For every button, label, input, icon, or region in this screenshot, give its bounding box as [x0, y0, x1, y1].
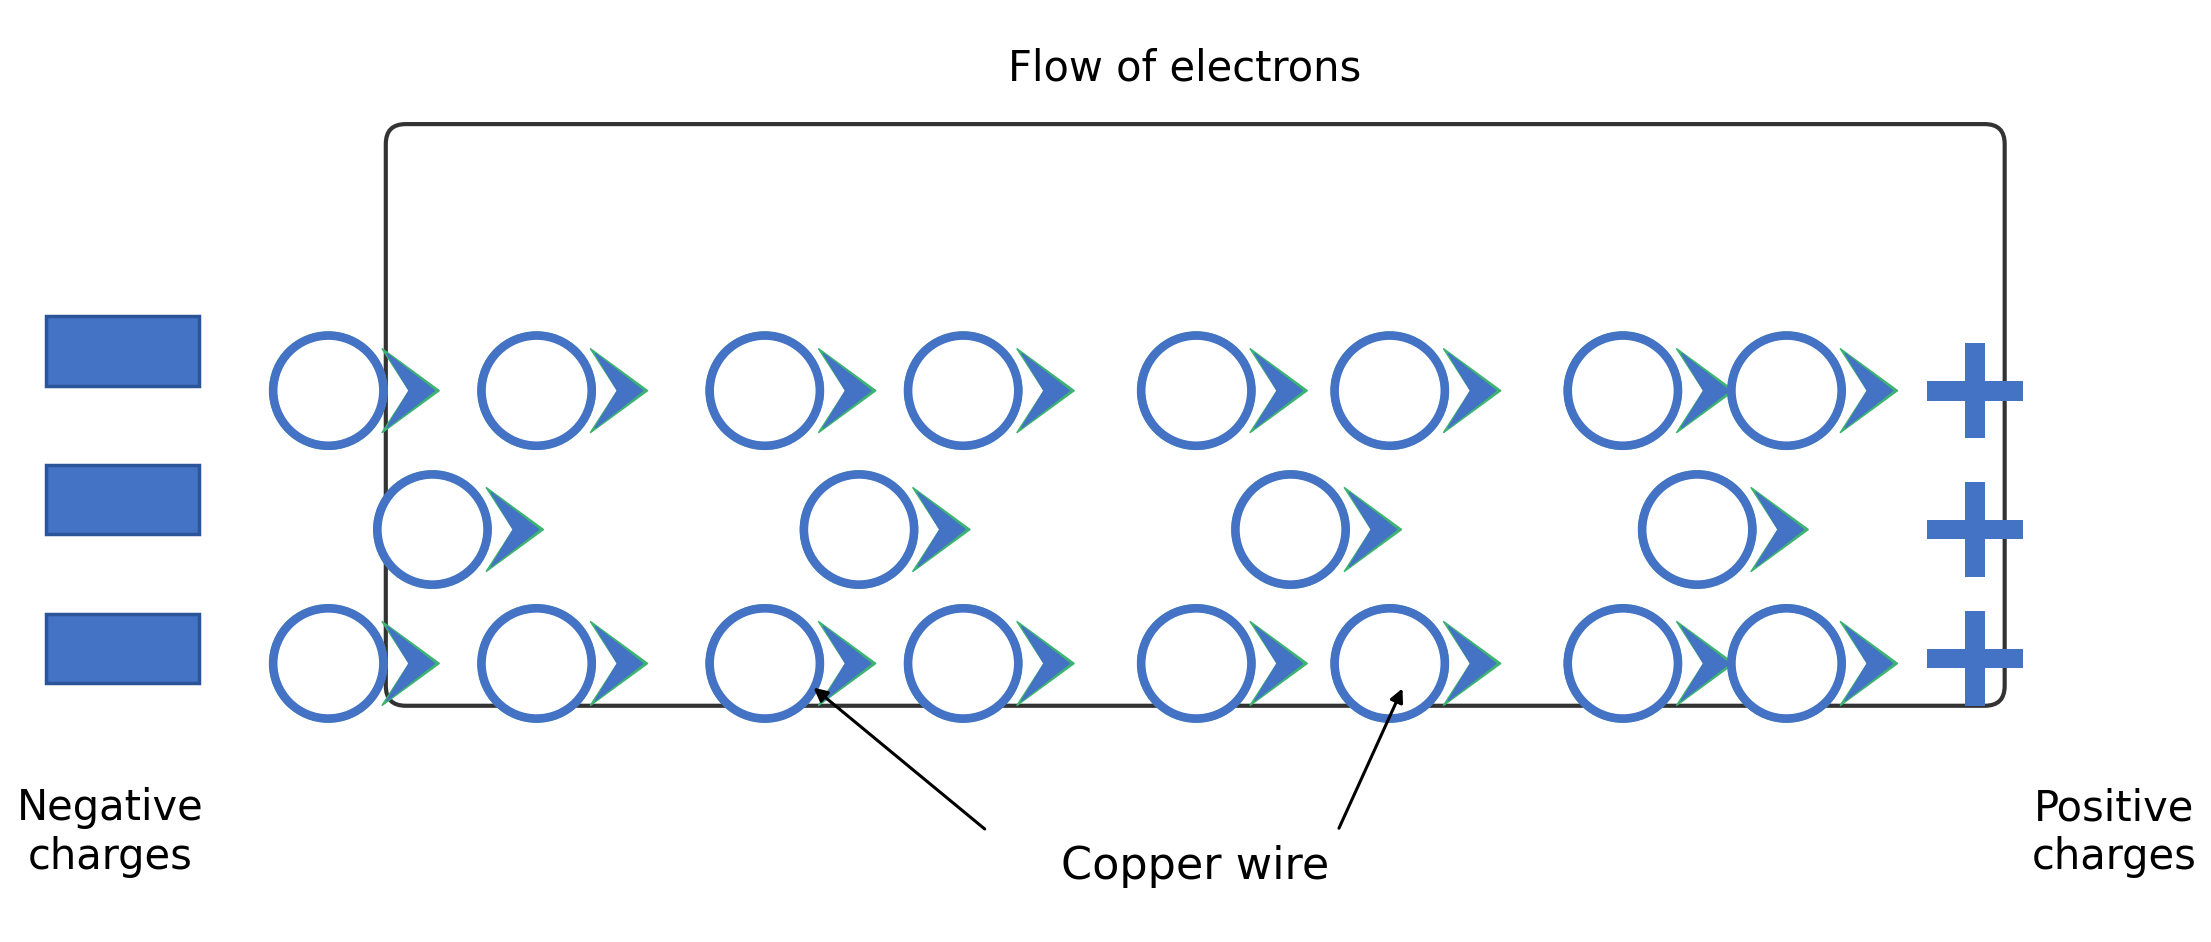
Polygon shape	[1680, 353, 1729, 428]
Circle shape	[279, 613, 378, 713]
Polygon shape	[387, 353, 433, 428]
Polygon shape	[1021, 626, 1070, 701]
Circle shape	[1232, 471, 1349, 588]
Polygon shape	[590, 349, 648, 432]
Polygon shape	[918, 493, 966, 567]
Polygon shape	[1249, 349, 1307, 432]
Circle shape	[705, 605, 822, 722]
Circle shape	[800, 471, 918, 588]
Circle shape	[1565, 333, 1680, 449]
Polygon shape	[822, 626, 871, 701]
Polygon shape	[1756, 493, 1804, 567]
Bar	[1966, 610, 1985, 706]
Polygon shape	[1017, 622, 1075, 706]
Polygon shape	[818, 622, 876, 706]
Bar	[1928, 381, 2023, 400]
Circle shape	[486, 341, 586, 441]
Polygon shape	[491, 493, 539, 567]
Polygon shape	[822, 353, 871, 428]
Polygon shape	[1444, 349, 1501, 432]
Circle shape	[714, 613, 816, 713]
Circle shape	[1145, 613, 1247, 713]
Bar	[1928, 520, 2023, 540]
Polygon shape	[1349, 493, 1397, 567]
Circle shape	[913, 613, 1013, 713]
Polygon shape	[1751, 487, 1809, 572]
Circle shape	[279, 341, 378, 441]
Polygon shape	[1249, 622, 1307, 706]
Circle shape	[478, 605, 595, 722]
Polygon shape	[383, 349, 440, 432]
Circle shape	[1139, 605, 1256, 722]
Circle shape	[913, 341, 1013, 441]
Polygon shape	[1840, 349, 1897, 432]
Bar	[46, 465, 199, 534]
Polygon shape	[1256, 353, 1302, 428]
FancyBboxPatch shape	[385, 124, 2005, 706]
Circle shape	[904, 333, 1021, 449]
Circle shape	[478, 333, 595, 449]
Circle shape	[1565, 605, 1680, 722]
Polygon shape	[1021, 353, 1070, 428]
Polygon shape	[387, 626, 433, 701]
Bar	[1966, 343, 1985, 438]
Polygon shape	[595, 626, 643, 701]
Polygon shape	[595, 353, 643, 428]
Circle shape	[1647, 479, 1747, 579]
Circle shape	[486, 613, 586, 713]
Text: Negative
charges: Negative charges	[18, 788, 203, 878]
Circle shape	[1729, 605, 1844, 722]
Polygon shape	[1444, 622, 1501, 706]
Circle shape	[1145, 341, 1247, 441]
Circle shape	[1572, 613, 1674, 713]
Circle shape	[270, 605, 387, 722]
Circle shape	[1340, 613, 1439, 713]
Polygon shape	[1448, 626, 1497, 701]
Polygon shape	[590, 622, 648, 706]
Bar	[46, 317, 199, 385]
Polygon shape	[486, 487, 544, 572]
Circle shape	[270, 333, 387, 449]
Circle shape	[1638, 471, 1756, 588]
Polygon shape	[1676, 349, 1733, 432]
Circle shape	[1331, 605, 1448, 722]
Circle shape	[1729, 333, 1844, 449]
Circle shape	[705, 333, 822, 449]
Text: Positive
charges: Positive charges	[2032, 788, 2196, 878]
Polygon shape	[1344, 487, 1402, 572]
Text: Copper wire: Copper wire	[1061, 845, 1329, 888]
Polygon shape	[1676, 622, 1733, 706]
Bar	[1928, 649, 2023, 669]
Circle shape	[1736, 341, 1837, 441]
Circle shape	[1139, 333, 1256, 449]
Circle shape	[1331, 333, 1448, 449]
Polygon shape	[818, 349, 876, 432]
Polygon shape	[1844, 353, 1893, 428]
Circle shape	[1240, 479, 1340, 579]
Polygon shape	[1840, 622, 1897, 706]
Polygon shape	[913, 487, 971, 572]
Polygon shape	[383, 622, 440, 706]
Polygon shape	[1844, 626, 1893, 701]
Circle shape	[1340, 341, 1439, 441]
Circle shape	[1736, 613, 1837, 713]
Polygon shape	[1017, 349, 1075, 432]
Circle shape	[904, 605, 1021, 722]
Polygon shape	[1680, 626, 1729, 701]
Polygon shape	[1448, 353, 1497, 428]
Polygon shape	[1256, 626, 1302, 701]
Circle shape	[383, 479, 482, 579]
Circle shape	[714, 341, 816, 441]
Bar	[46, 614, 199, 683]
Bar	[1966, 482, 1985, 577]
Text: Flow of electrons: Flow of electrons	[1008, 47, 1362, 89]
Circle shape	[1572, 341, 1674, 441]
Circle shape	[809, 479, 909, 579]
Circle shape	[374, 471, 491, 588]
